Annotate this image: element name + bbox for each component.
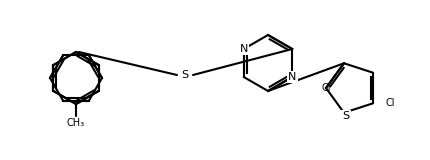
Text: S: S	[181, 70, 189, 80]
Text: S: S	[342, 111, 350, 121]
Text: Cl: Cl	[321, 83, 331, 93]
Text: CH₃: CH₃	[67, 118, 85, 128]
Text: N: N	[288, 72, 296, 82]
Text: Cl: Cl	[385, 98, 395, 108]
Text: N: N	[240, 44, 248, 54]
